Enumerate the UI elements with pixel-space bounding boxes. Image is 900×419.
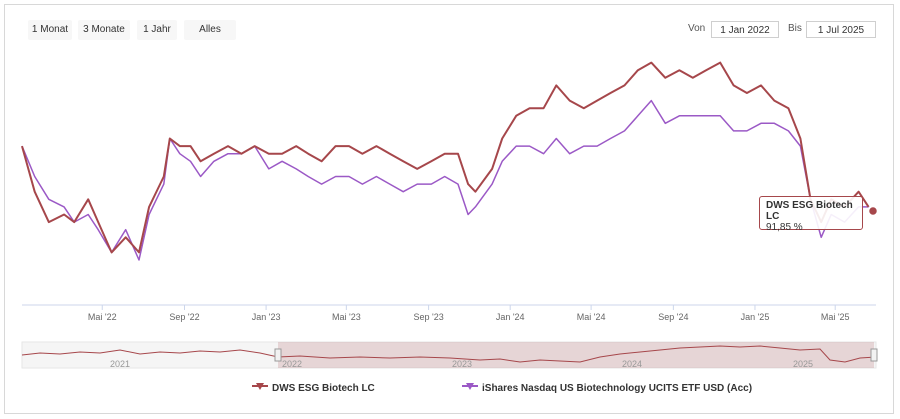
- legend-item-ishares[interactable]: iShares Nasdaq US Biotechnology UCITS ET…: [482, 383, 753, 394]
- to-label: Bis: [788, 23, 802, 34]
- navigator-year-label: 2021: [110, 359, 130, 369]
- x-tick-label: Jan '25: [741, 312, 770, 322]
- navigator-handle-right[interactable]: [870, 348, 878, 362]
- x-tick-label: Jan '23: [252, 312, 281, 322]
- navigator-handle-left[interactable]: [274, 348, 282, 362]
- hover-marker: [867, 205, 879, 217]
- range-button-1-year[interactable]: 1 Jahr: [137, 20, 177, 40]
- legend-marker-dws: [256, 383, 264, 390]
- x-tick-label: Mai '23: [332, 312, 361, 322]
- navigator-year-label: 2024: [622, 359, 642, 369]
- navigator-year-label: 2022: [282, 359, 302, 369]
- tooltip-series-name: DWS ESG Biotech LC: [766, 200, 853, 222]
- x-tick-label: Mai '25: [821, 312, 850, 322]
- legend-marker-ishares: [466, 383, 474, 390]
- x-tick-label: Sep '23: [413, 312, 443, 322]
- range-button-1-month[interactable]: 1 Monat: [28, 20, 72, 40]
- series-lines: [21, 61, 870, 261]
- navigator-selection[interactable]: [278, 342, 874, 368]
- tooltip: DWS ESG Biotech LC 91,85 %: [759, 196, 863, 233]
- series-line-ishares: [21, 99, 869, 261]
- to-date-input[interactable]: 1 Jul 2025: [806, 21, 876, 38]
- x-tick-label: Jan '24: [496, 312, 525, 322]
- from-date-input[interactable]: 1 Jan 2022: [711, 21, 779, 38]
- navigator-series-line: [21, 345, 877, 363]
- x-tick-label: Sep '22: [169, 312, 199, 322]
- range-button-all[interactable]: Alles: [184, 20, 236, 40]
- range-button-3-months[interactable]: 3 Monate: [78, 20, 130, 40]
- tooltip-value: 91,85 %: [766, 222, 803, 233]
- x-tick-label: Sep '24: [658, 312, 688, 322]
- series-line-dws: [21, 61, 870, 254]
- x-axis-ticks: Mai '22 Sep '22 Jan '23 Mai '23 Sep '23 Jan '…: [88, 305, 850, 322]
- from-label: Von: [688, 23, 706, 34]
- navigator-year-label: 2023: [452, 359, 472, 369]
- x-tick-label: Mai '24: [577, 312, 606, 322]
- x-tick-label: Mai '22: [88, 312, 117, 322]
- navigator-year-label: 2025: [793, 359, 813, 369]
- legend-item-dws[interactable]: DWS ESG Biotech LC: [272, 383, 375, 394]
